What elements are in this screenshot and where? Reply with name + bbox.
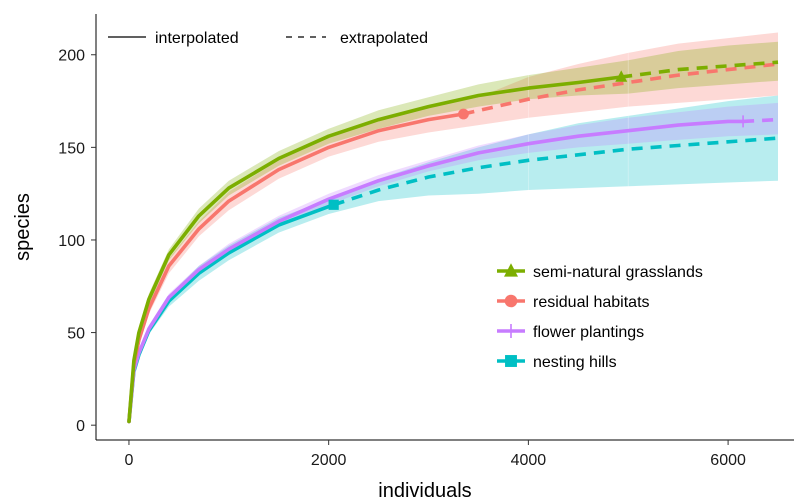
legend-label-residual-habitats: residual habitats bbox=[533, 294, 650, 311]
legend-label-semi-natural-grasslands: semi-natural grasslands bbox=[533, 264, 703, 281]
legend-label-interpolated: interpolated bbox=[155, 30, 239, 47]
series-lines bbox=[127, 60, 779, 424]
x-axis-title: individuals bbox=[378, 480, 471, 500]
y-tick-label: 150 bbox=[58, 140, 85, 157]
legend-label-nesting-hills: nesting hills bbox=[533, 354, 617, 371]
observed-marker-nesting-hills bbox=[328, 199, 339, 210]
observed-markers bbox=[328, 70, 750, 210]
y-axis-title: species bbox=[12, 193, 34, 261]
interpolated-line-residual-habitats bbox=[127, 112, 466, 424]
x-tick-label: 0 bbox=[124, 452, 133, 469]
x-tick-label: 4000 bbox=[511, 452, 547, 469]
legend-label-flower-plantings: flower plantings bbox=[533, 324, 644, 341]
legend-marker-nesting-hills bbox=[505, 355, 517, 367]
axes: 0 2000 4000 6000 0 50 100 150 200 individuals spec… bbox=[12, 14, 794, 500]
x-tick-label: 6000 bbox=[710, 452, 746, 469]
legend-marker-residual-habitats bbox=[504, 294, 518, 308]
observed-marker-residual-habitats bbox=[458, 108, 469, 120]
y-tick-label: 100 bbox=[58, 233, 85, 250]
ci-band-semi-natural-grasslands bbox=[129, 41, 778, 422]
observed-marker-flower-plantings bbox=[737, 115, 750, 128]
y-tick-label: 50 bbox=[67, 326, 85, 343]
legends: interpolated extrapolated semi-natural gra… bbox=[108, 30, 703, 371]
legend-marker-flower-plantings bbox=[504, 324, 518, 338]
y-tick-label: 0 bbox=[76, 418, 85, 435]
interpolated-line-semi-natural-grasslands bbox=[127, 75, 623, 424]
legend-marker-semi-natural-grasslands bbox=[504, 263, 518, 277]
extrapolated-line-semi-natural-grasslands bbox=[620, 60, 779, 79]
ci-band-nesting-hills bbox=[129, 95, 778, 422]
confidence-bands bbox=[129, 32, 778, 422]
legend-label-extrapolated: extrapolated bbox=[340, 30, 428, 47]
extrapolated-line-residual-habitats bbox=[463, 62, 779, 116]
observed-marker-semi-natural-grasslands bbox=[615, 70, 628, 82]
interpolated-line-flower-plantings bbox=[127, 119, 745, 424]
x-tick-label: 2000 bbox=[311, 452, 347, 469]
y-tick-label: 200 bbox=[58, 48, 85, 65]
ci-band-residual-habitats bbox=[129, 32, 778, 422]
ci-band-flower-plantings bbox=[129, 102, 778, 422]
